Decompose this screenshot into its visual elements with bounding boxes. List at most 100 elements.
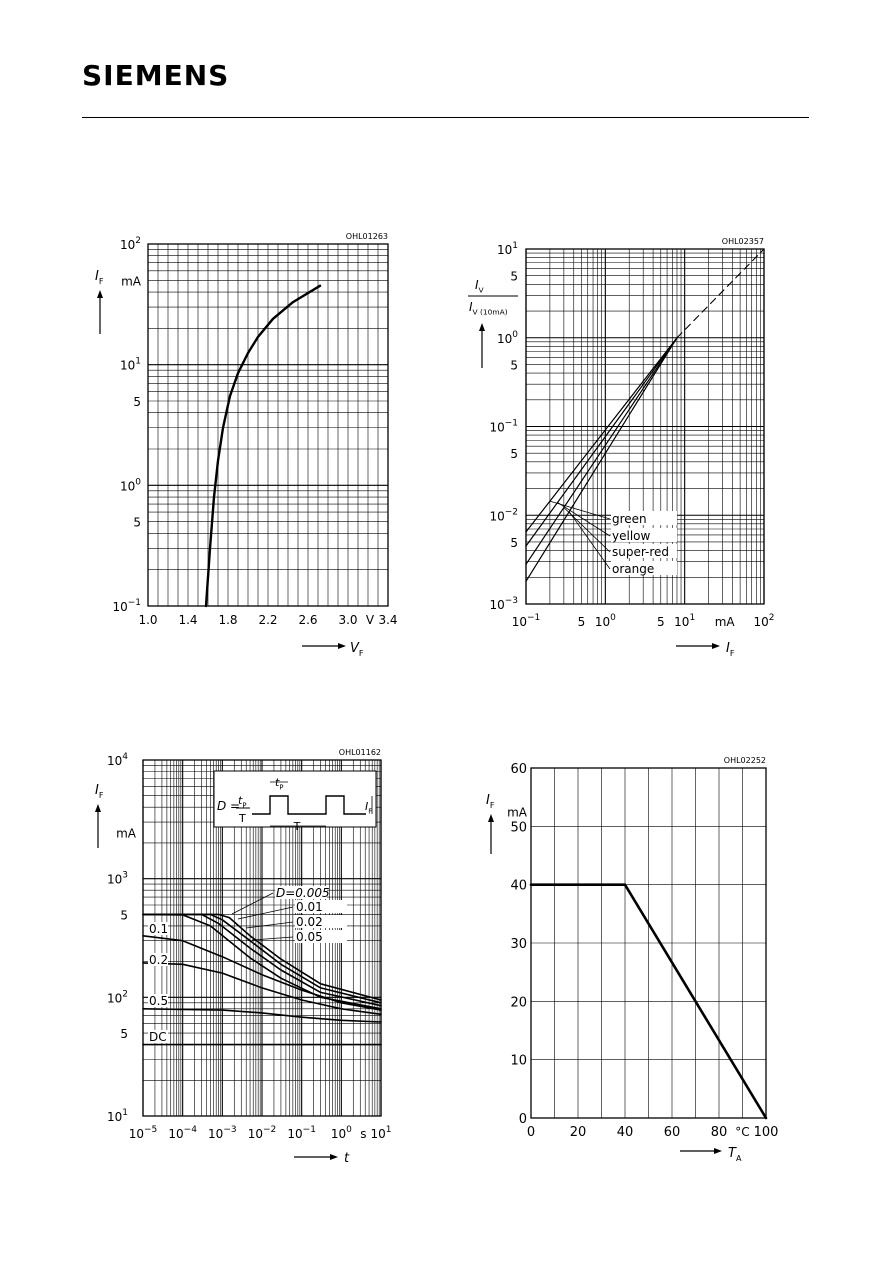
plot-frame [142, 759, 382, 1117]
tick-label: 0 [527, 1125, 535, 1140]
tick-label: 2.2 [258, 613, 277, 627]
tick-label: 20 [570, 1125, 587, 1140]
tick-label: 5 [133, 395, 141, 409]
tick-label: 60 [664, 1125, 681, 1140]
tick-label: 103 [107, 871, 128, 887]
tick-label: 102 [107, 989, 128, 1005]
inset-box [213, 770, 377, 828]
tick-label: 5 [510, 270, 518, 284]
chart-code: OHL01162 [339, 748, 381, 757]
x-axis-label: t [344, 1151, 350, 1166]
y-axis-label: IF [95, 783, 104, 800]
tick-label: 101 [120, 357, 141, 373]
series-extension [676, 248, 765, 339]
legend-leader [557, 502, 611, 537]
series-label: 0.01 [296, 900, 323, 914]
tick-label: 5 [657, 615, 665, 629]
tick-label: 100 [497, 330, 518, 346]
series-orange [525, 337, 678, 582]
series-label: 0.5 [149, 994, 168, 1008]
tick-label: 5 [510, 358, 518, 372]
tick-label: 101 [370, 1125, 391, 1141]
legend-bg [295, 930, 347, 943]
tick-label: 10−2 [489, 507, 518, 523]
plot-frame [530, 767, 767, 1119]
tick-label: 10−1 [512, 613, 541, 629]
tick-label: 101 [674, 613, 695, 629]
series-label: 0.1 [149, 922, 168, 936]
tick-label: 101 [107, 1108, 128, 1124]
tick-label: 10 [510, 1054, 527, 1069]
tick-label: 40 [510, 879, 527, 894]
x-axis-arrow-head [330, 1154, 338, 1160]
series-d-0-005 [142, 913, 382, 1001]
x-axis-arrow-head [712, 643, 720, 649]
series-0-5 [142, 1007, 382, 1023]
legend-bg [148, 1030, 168, 1043]
legend-bg [148, 994, 168, 1007]
chart-derating: OHL02252 0 10 20 30 40 50 60 mA 0 20 40 60 80 100 °C IF T… [486, 756, 778, 1163]
series-0-01 [142, 913, 382, 1004]
siemens-logo: SIEMENS [82, 59, 230, 92]
legend-leader [568, 511, 611, 570]
tick-label: 20 [510, 995, 527, 1010]
series-0-1 [142, 934, 382, 1011]
series-label: 0.2 [149, 953, 168, 967]
series-yellow [525, 337, 678, 547]
legend-bg [295, 900, 347, 913]
plot-frame [525, 248, 765, 605]
tick-label: 10−1 [112, 598, 141, 614]
tick-label: 50 [510, 820, 527, 835]
tick-label: 100 [120, 477, 141, 493]
tick-label: 100 [595, 613, 616, 629]
series-if-vf [204, 284, 322, 608]
tick-label: 5 [120, 1027, 128, 1041]
y-axis-arrow-head [488, 814, 494, 822]
y-axis-label: IF [486, 793, 495, 810]
inset-formula-num: tP [238, 794, 246, 809]
x-axis-arrow-head [714, 1148, 722, 1154]
legend-label: super-red [612, 545, 669, 559]
unit-label: V [366, 613, 375, 627]
x-axis-label: IF [726, 641, 735, 658]
legend-leader [251, 936, 294, 941]
tick-label: 1.0 [138, 613, 157, 627]
legend-label: orange [612, 562, 654, 576]
tick-label: 40 [617, 1125, 634, 1140]
unit-label: mA [715, 615, 736, 629]
legend-bg [148, 953, 168, 966]
tick-label: 3.4 [378, 613, 397, 627]
unit-label: mA [116, 827, 137, 841]
x-axis-arrow-head [338, 643, 346, 649]
tick-label: 100 [754, 1125, 779, 1140]
x-axis-label: VF [350, 641, 364, 658]
legend-bg [611, 544, 677, 558]
legend-label: yellow [612, 529, 650, 543]
y-axis-arrow-head [479, 323, 485, 331]
inset-pulse-train [252, 795, 366, 815]
tick-label: 101 [497, 241, 518, 257]
tick-label: 10−5 [129, 1125, 158, 1141]
tick-label: 5 [133, 516, 141, 530]
tick-label: 10−1 [489, 419, 518, 435]
series-label: D=0.005 [276, 886, 330, 900]
series-label: DC [149, 1030, 167, 1044]
inset-if-label: IF [365, 800, 372, 815]
tick-label: 10−4 [168, 1125, 197, 1141]
unit-label: mA [121, 274, 142, 288]
tick-label: 102 [753, 613, 774, 629]
chart-code: OHL02252 [724, 756, 766, 765]
legend-bg [148, 922, 168, 935]
tick-label: 60 [510, 762, 527, 777]
tick-label: 80 [711, 1125, 728, 1140]
unit-label: °C [735, 1125, 749, 1139]
series-0-05 [142, 913, 382, 1010]
tick-label: 1.4 [178, 613, 197, 627]
legend-leader [231, 892, 274, 915]
series-label: 0.02 [296, 915, 323, 929]
series-label: 0.05 [296, 930, 323, 944]
legend-label: green [612, 512, 647, 526]
legend-bg [295, 915, 347, 928]
tick-label: 5 [510, 536, 518, 550]
